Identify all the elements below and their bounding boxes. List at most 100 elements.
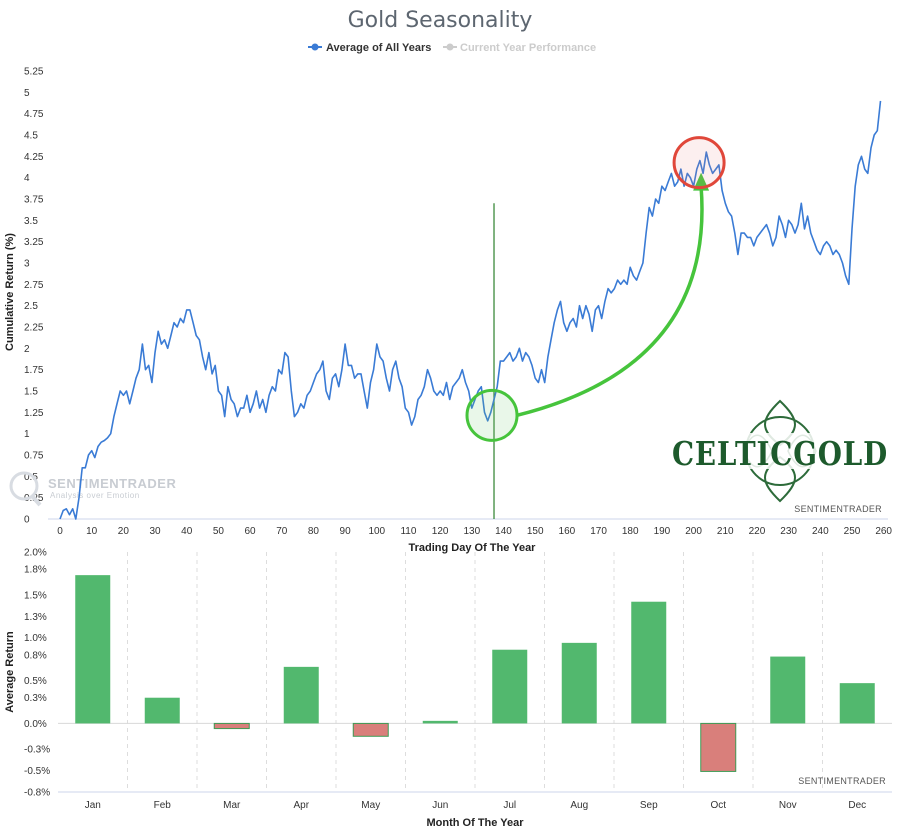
bar-jul[interactable]: [492, 649, 528, 724]
bar-chart-month-separators: [127, 552, 823, 792]
y-tick-label-11: 2.75: [24, 280, 44, 291]
y-tick-label-16: 4: [24, 173, 30, 184]
bar-oct[interactable]: [700, 722, 737, 772]
x-tick-label-70: 70: [276, 526, 288, 537]
bar-y-tick-label-1: -0.5%: [24, 766, 50, 777]
legend-current-label: Current Year Performance: [460, 42, 596, 54]
x-tick-label-240: 240: [812, 526, 829, 537]
y-tick-label-5: 1.25: [24, 408, 44, 419]
bar-x-tick-label-aug: Aug: [570, 800, 588, 811]
x-tick-label-170: 170: [590, 526, 607, 537]
seasonal-rally-arrow: [516, 186, 704, 418]
y-tick-label-0: 0: [24, 515, 30, 526]
average-series-line: [59, 100, 882, 520]
bar-x-tick-label-feb: Feb: [154, 800, 172, 811]
x-tick-label-250: 250: [844, 526, 861, 537]
bar-y-tick-label-2: -0.3%: [24, 745, 50, 756]
bar-chart-bars: [75, 575, 875, 772]
chart-title: Gold Seasonality: [348, 8, 533, 33]
bar-chart-y-tick-labels: -0.8% -0.5% -0.3% 0.0% 0.3% 0.5% 0.8% 1.0% 1.3% 1…: [24, 548, 50, 799]
sentimentrader-logo-magnifier-handle: [30, 494, 42, 507]
bar-x-tick-label-nov: Nov: [779, 800, 797, 811]
y-tick-label-20: 5: [24, 88, 30, 99]
sentimentrader-logo-magnifier-icon: [9, 471, 39, 501]
bar-x-tick-label-dec: Dec: [848, 800, 866, 811]
bar-jun[interactable]: [422, 720, 458, 724]
x-tick-label-260: 260: [875, 526, 892, 537]
x-tick-label-210: 210: [717, 526, 734, 537]
x-tick-label-200: 200: [685, 526, 702, 537]
high-point-red-circle: [672, 136, 726, 190]
top-chart-watermark: SENTIMENTRADER: [794, 504, 882, 514]
x-tick-label-230: 230: [780, 526, 797, 537]
x-tick-label-110: 110: [400, 526, 416, 537]
x-tick-label-100: 100: [368, 526, 385, 537]
bar-x-tick-label-jul: Jul: [503, 800, 516, 811]
y-tick-label-21: 5.25: [24, 67, 44, 78]
x-tick-label-130: 130: [463, 526, 480, 537]
y-tick-label-12: 3: [24, 259, 30, 270]
sentimentrader-logo-tagline: Analysis over Emotion: [50, 491, 140, 500]
y-tick-label-10: 2.5: [24, 301, 38, 312]
x-tick-label-0: 0: [57, 526, 63, 537]
bar-jan[interactable]: [75, 575, 111, 724]
bar-x-tick-label-oct: Oct: [710, 800, 726, 811]
bottom-chart-watermark: SENTIMENTRADER: [798, 776, 886, 786]
celticgold-text-backdrop: [670, 433, 890, 469]
bar-feb[interactable]: [144, 697, 180, 724]
bar-chart-x-axis-title: Month Of The Year: [427, 817, 525, 829]
y-tick-label-7: 1.75: [24, 365, 44, 376]
bar-y-tick-label-7: 1.0%: [24, 633, 47, 644]
bar-chart: -0.8% -0.5% -0.3% 0.0% 0.3% 0.5% 0.8% 1.0% 1.3% 1…: [4, 548, 892, 829]
line-chart-y-tick-labels: 00.250.50.7511.251.51.7522.252.52.7533.2…: [24, 67, 44, 526]
line-chart: 0 10 20 30 40 50 60 70 80 90 100 110 120 130 140 150 160…: [4, 67, 892, 555]
bar-y-tick-label-6: 0.8%: [24, 650, 47, 661]
legend: Average of All Years Current Year Perfor…: [308, 42, 596, 54]
bar-chart-x-tick-labels: Jan Feb Mar Apr May Jun Jul Aug Sep Oct Nov Dec: [85, 800, 866, 811]
y-tick-label-14: 3.5: [24, 216, 38, 227]
bar-aug[interactable]: [561, 642, 597, 724]
x-tick-label-50: 50: [213, 526, 225, 537]
bar-y-tick-label-10: 1.8%: [24, 565, 47, 576]
line-chart-x-tick-labels: 0 10 20 30 40 50 60 70 80 90 100 110 120 130 140 150 160…: [57, 526, 892, 537]
y-tick-label-13: 3.25: [24, 237, 44, 248]
bar-mar[interactable]: [213, 722, 250, 730]
x-tick-label-40: 40: [181, 526, 193, 537]
legend-item-current[interactable]: Current Year Performance: [443, 42, 596, 54]
y-tick-label-18: 4.5: [24, 131, 38, 142]
bar-y-tick-label-4: 0.3%: [24, 693, 47, 704]
x-tick-label-150: 150: [527, 526, 544, 537]
line-chart-y-axis-title: Cumulative Return (%): [4, 233, 16, 351]
bar-sep[interactable]: [631, 601, 667, 724]
x-tick-label-80: 80: [308, 526, 320, 537]
bar-nov[interactable]: [770, 656, 806, 724]
legend-avg-label: Average of All Years: [326, 42, 431, 54]
celticgold-logo-text: CELTICGOLD: [672, 434, 888, 473]
legend-current-dot-marker: [446, 43, 454, 51]
y-tick-label-3: 0.75: [24, 451, 44, 462]
y-tick-label-9: 2.25: [24, 323, 44, 334]
bar-dec[interactable]: [839, 683, 875, 724]
bar-x-tick-label-jun: Jun: [432, 800, 448, 811]
x-tick-label-160: 160: [559, 526, 576, 537]
x-tick-label-30: 30: [149, 526, 161, 537]
bar-x-tick-label-jan: Jan: [85, 800, 101, 811]
bar-y-tick-label-9: 1.5%: [24, 590, 47, 601]
x-tick-label-60: 60: [245, 526, 257, 537]
bar-chart-y-axis-title: Average Return: [4, 631, 16, 713]
celticgold-logo: CELTICGOLD: [670, 399, 890, 503]
sentimentrader-logo-name: SENTIMENTRADER: [48, 476, 176, 491]
bar-x-tick-label-mar: Mar: [223, 800, 241, 811]
x-tick-label-20: 20: [118, 526, 130, 537]
x-tick-label-180: 180: [622, 526, 639, 537]
bar-x-tick-label-apr: Apr: [293, 800, 309, 811]
bar-may[interactable]: [352, 722, 389, 737]
bar-apr[interactable]: [283, 666, 319, 724]
bar-y-tick-label-8: 1.3%: [24, 612, 47, 623]
x-tick-label-220: 220: [749, 526, 766, 537]
legend-item-avg[interactable]: Average of All Years: [308, 42, 431, 54]
y-tick-label-19: 4.75: [24, 109, 44, 120]
y-tick-label-8: 2: [24, 344, 30, 355]
low-point-green-circle: [465, 388, 519, 442]
